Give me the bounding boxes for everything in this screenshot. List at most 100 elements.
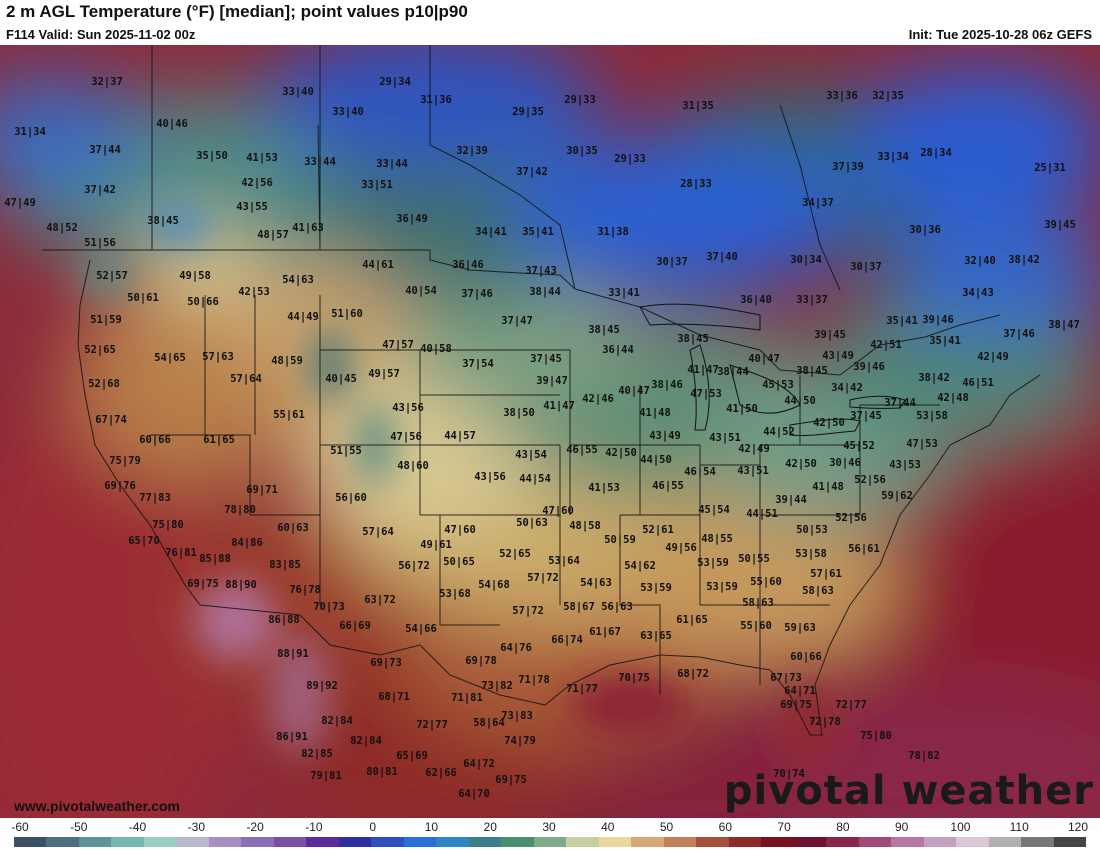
- point-value-label: 54|66: [405, 622, 437, 635]
- temperature-map[interactable]: 32|37 29|34 33|40 31|36 29|33 31|35 33|36 32|35…: [0, 45, 1100, 818]
- point-value-label: 39|45: [814, 328, 846, 341]
- point-value-label: 40|47: [748, 352, 780, 365]
- colorbar-swatch: [143, 837, 177, 847]
- point-value-label: 29|33: [614, 152, 646, 165]
- colorbar-tick-label: 110: [1009, 820, 1029, 834]
- point-value-label: 84|86: [231, 536, 263, 549]
- point-value-label: 76|81: [165, 546, 197, 559]
- point-value-label: 60|66: [790, 650, 822, 663]
- colorbar-tick-label: -40: [128, 820, 147, 834]
- point-value-label: 37|46: [1003, 327, 1035, 340]
- point-value-label: 31|38: [597, 225, 629, 238]
- point-value-label: 80|81: [366, 765, 398, 778]
- colorbar-tick-label: 40: [601, 820, 615, 834]
- point-value-label: 88|91: [277, 647, 309, 660]
- point-value-label: 52|61: [642, 523, 674, 536]
- point-value-label: 69|76: [104, 479, 136, 492]
- point-value-label: 36|49: [396, 212, 428, 225]
- brand-logo: pivotal weather: [723, 768, 1094, 814]
- point-value-label: 48|55: [701, 532, 733, 545]
- point-value-label: 41|47: [543, 399, 575, 412]
- point-value-label: 44|61: [362, 258, 394, 271]
- point-value-label: 54|63: [580, 576, 612, 589]
- point-value-label: 33|40: [282, 85, 314, 98]
- point-value-label: 49|56: [665, 541, 697, 554]
- colorbar-tick-label: 60: [718, 820, 733, 834]
- colorbar-swatch: [306, 837, 339, 847]
- colorbar-swatch: [891, 837, 924, 847]
- colorbar-swatch: [468, 837, 502, 847]
- point-value-label: 38|45: [796, 364, 828, 377]
- point-value-label: 40|45: [325, 372, 357, 385]
- colorbar-swatch: [371, 837, 404, 847]
- point-value-label: 53|64: [548, 554, 580, 567]
- point-value-label: 85|88: [199, 552, 231, 565]
- point-value-label: 37|44: [89, 143, 121, 156]
- colorbar-swatch: [728, 837, 762, 847]
- point-value-label: 50|59: [604, 533, 636, 546]
- point-value-label: 42|53: [238, 285, 270, 298]
- colorbar-swatch: [956, 837, 989, 847]
- point-value-label: 31|36: [420, 93, 452, 106]
- point-value-label: 30|34: [790, 253, 822, 266]
- point-value-label: 55|61: [273, 408, 305, 421]
- point-value-label: 36|44: [602, 343, 634, 356]
- point-value-label: 50|63: [516, 516, 548, 529]
- point-value-label: 43|53: [889, 458, 921, 471]
- point-value-label: 37|45: [530, 352, 562, 365]
- point-value-label: 36|46: [452, 258, 484, 271]
- point-value-label: 38|44: [529, 285, 561, 298]
- point-value-label: 69|75: [495, 773, 527, 786]
- point-value-label: 41|53: [246, 151, 278, 164]
- point-value-label: 71|78: [518, 673, 550, 686]
- point-value-label: 44|51: [746, 507, 778, 520]
- point-value-label: 43|49: [649, 429, 681, 442]
- point-value-label: 40|47: [618, 384, 650, 397]
- point-value-label: 37|46: [461, 287, 493, 300]
- colorbar-tick-label: -60: [11, 820, 29, 834]
- colorbar-swatch: [1021, 837, 1054, 847]
- point-value-label: 43|56: [392, 401, 424, 414]
- point-value-label: 43|49: [822, 349, 854, 362]
- colorbar-tick-label: -10: [305, 820, 323, 834]
- point-value-label: 73|82: [481, 679, 513, 692]
- colorbar-tick-label: 0: [369, 820, 376, 834]
- point-value-label: 35|41: [886, 314, 918, 327]
- point-value-label: 56|61: [848, 542, 880, 555]
- point-value-label: 53|58: [795, 547, 827, 560]
- colorbar-swatch: [436, 837, 469, 847]
- point-value-label: 63|65: [640, 629, 672, 642]
- point-value-label: 75|80: [152, 518, 184, 531]
- point-value-label: 47|53: [906, 437, 938, 450]
- point-value-label: 63|72: [364, 593, 396, 606]
- colorbar-swatch: [858, 837, 892, 847]
- colorbar-swatch: [176, 837, 209, 847]
- point-value-label: 57|64: [230, 372, 262, 385]
- point-value-label: 33|41: [608, 286, 640, 299]
- point-value-label: 51|60: [331, 307, 363, 320]
- point-value-label: 71|81: [451, 691, 483, 704]
- point-value-label: 68|72: [677, 667, 709, 680]
- point-value-label: 73|83: [501, 709, 533, 722]
- point-value-label: 39|44: [775, 493, 807, 506]
- point-value-label: 37|47: [501, 314, 533, 327]
- point-value-label: 57|63: [202, 350, 234, 363]
- point-value-label: 77|83: [139, 491, 171, 504]
- colorbar-swatch: [273, 837, 307, 847]
- point-value-label: 41|48: [639, 406, 671, 419]
- point-value-label: 51|56: [84, 236, 116, 249]
- point-value-label: 58|63: [742, 596, 774, 609]
- colorbar-swatch: [241, 837, 274, 847]
- point-value-label: 57|61: [810, 567, 842, 580]
- point-value-label: 53|58: [916, 409, 948, 422]
- colorbar-swatch: [663, 837, 697, 847]
- point-value-label: 42|50: [813, 416, 845, 429]
- point-value-label: 36|40: [740, 293, 772, 306]
- footer-url[interactable]: www.pivotalweather.com: [14, 798, 180, 814]
- point-value-label: 51|55: [330, 444, 362, 457]
- point-value-label: 64|72: [463, 757, 495, 770]
- point-value-label: 47|60: [542, 504, 574, 517]
- point-value-label: 49|61: [420, 538, 452, 551]
- point-value-label: 74|79: [504, 734, 536, 747]
- point-value-label: 70|74: [773, 767, 805, 780]
